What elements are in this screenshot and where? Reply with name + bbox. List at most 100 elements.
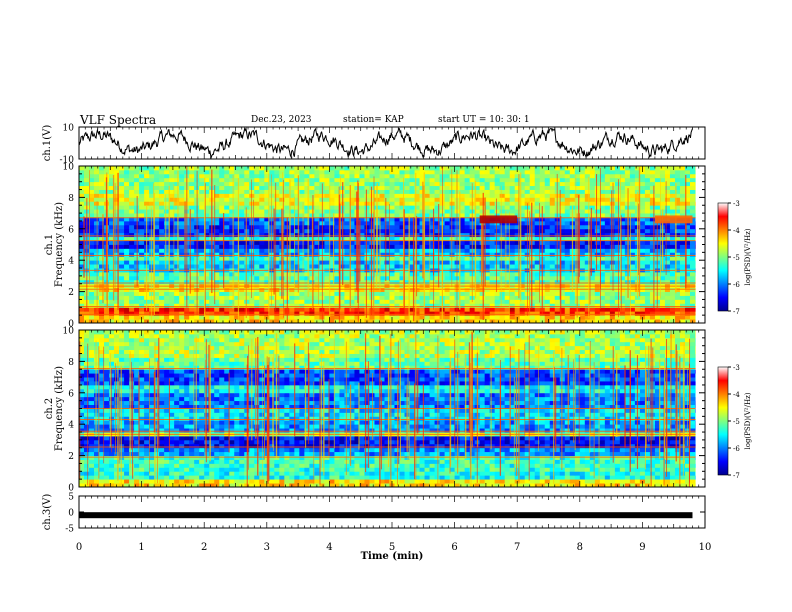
spectro-cell	[274, 213, 280, 218]
spectro-cell	[94, 264, 100, 269]
spectro-cell	[299, 169, 305, 175]
spectro-cell	[594, 232, 601, 238]
spectro-cell	[674, 181, 681, 187]
spectro-cell	[139, 209, 145, 214]
spectro-cell	[594, 315, 601, 320]
spectro-cell	[589, 307, 596, 312]
spectro-cell	[374, 177, 380, 183]
spectro-cell	[359, 169, 365, 175]
spectro-cell	[534, 228, 541, 234]
spectro-cell	[219, 220, 225, 226]
spectro-cell	[649, 220, 656, 226]
spectro-cell	[354, 303, 360, 308]
spectro-cell	[404, 248, 410, 253]
spectro-cell	[589, 275, 596, 281]
spectro-cell	[99, 260, 105, 265]
spectro-cell	[219, 205, 225, 210]
spectro-cell	[364, 220, 370, 226]
spectro-cell	[269, 232, 275, 238]
spectro-cell	[94, 189, 100, 194]
spectro-cell	[339, 177, 345, 183]
spectro-cell	[394, 193, 400, 198]
spectro-cell	[629, 315, 636, 320]
spectro-cell	[79, 319, 85, 324]
spectro-cell	[129, 252, 135, 257]
spectro-cell	[429, 307, 435, 312]
spectro-cell	[499, 181, 506, 187]
spectro-cell	[234, 291, 240, 296]
spectro-cell	[459, 166, 466, 171]
spectro-cell	[419, 173, 425, 179]
spectro-cell	[344, 177, 350, 183]
spectro-cell	[189, 260, 195, 265]
spectro-cell	[554, 315, 561, 320]
spectro-cell	[594, 224, 601, 230]
spectro-cell	[264, 177, 270, 183]
spectro-cell	[639, 217, 646, 222]
spectro-cell	[474, 248, 481, 253]
spectro-cell	[189, 205, 195, 210]
spectro-cell	[134, 173, 140, 179]
spectro-cell	[679, 169, 686, 175]
spectro-cell	[504, 189, 511, 194]
spectro-cell	[374, 291, 380, 296]
spectro-cell	[254, 287, 260, 293]
spectro-cell	[619, 279, 626, 285]
spectro-cell	[459, 224, 466, 230]
spectro-cell	[254, 173, 260, 179]
spectro-cell	[579, 315, 586, 320]
spectro-cell	[544, 240, 551, 245]
spectro-cell	[239, 240, 245, 245]
spectro-cell	[479, 197, 486, 202]
spectro-cell	[324, 169, 330, 175]
spectro-cell	[394, 275, 400, 281]
spectro-cell	[154, 224, 160, 230]
spectro-cell	[259, 307, 265, 312]
spectro-cell	[544, 311, 551, 316]
spectro-cell	[394, 252, 400, 257]
spectro-cell	[424, 209, 430, 214]
spectro-cell	[409, 224, 415, 230]
spectro-cell	[559, 213, 566, 218]
spectro-cell	[309, 166, 315, 171]
spectro-cell	[299, 213, 305, 218]
spectro-cell	[79, 193, 85, 198]
spectro-cell	[274, 228, 280, 234]
spectro-cell	[369, 307, 375, 312]
spectro-cell	[689, 185, 696, 190]
spectro-cell	[379, 228, 385, 234]
spectro-cell	[664, 295, 671, 300]
spectro-cell	[159, 201, 165, 206]
spectro-cell	[674, 291, 681, 296]
spectro-cell	[604, 299, 611, 304]
spectro-cell	[459, 264, 466, 269]
spectro-cell	[369, 264, 375, 269]
spectro-cell	[629, 248, 636, 253]
spectro-cell	[144, 319, 150, 324]
spectro-cell	[479, 181, 486, 187]
spectro-cell	[499, 248, 506, 253]
spectro-cell	[424, 173, 430, 179]
spectro-cell	[264, 291, 270, 296]
spectro-cell	[279, 307, 285, 312]
spectro-cell	[434, 248, 440, 253]
spectro-cell	[579, 173, 586, 179]
spectro-cell	[639, 275, 646, 281]
spectro-cell	[609, 311, 616, 316]
spectro-cell	[109, 319, 115, 324]
spectro-cell	[159, 279, 165, 285]
spectro-cell	[324, 315, 330, 320]
spectro-cell	[479, 209, 486, 214]
spectro-cell	[459, 311, 466, 316]
spectro-cell	[244, 173, 250, 179]
spectro-cell	[139, 205, 145, 210]
spectro-cell	[179, 264, 185, 269]
spectro-cell	[584, 315, 591, 320]
spectro-cell	[514, 205, 521, 210]
spectro-cell	[649, 244, 656, 249]
spectro-cell	[114, 303, 120, 308]
spectro-cell	[544, 232, 551, 238]
spectro-cell	[214, 189, 220, 194]
spectro-cell	[239, 236, 245, 241]
spectro-cell	[109, 248, 115, 253]
